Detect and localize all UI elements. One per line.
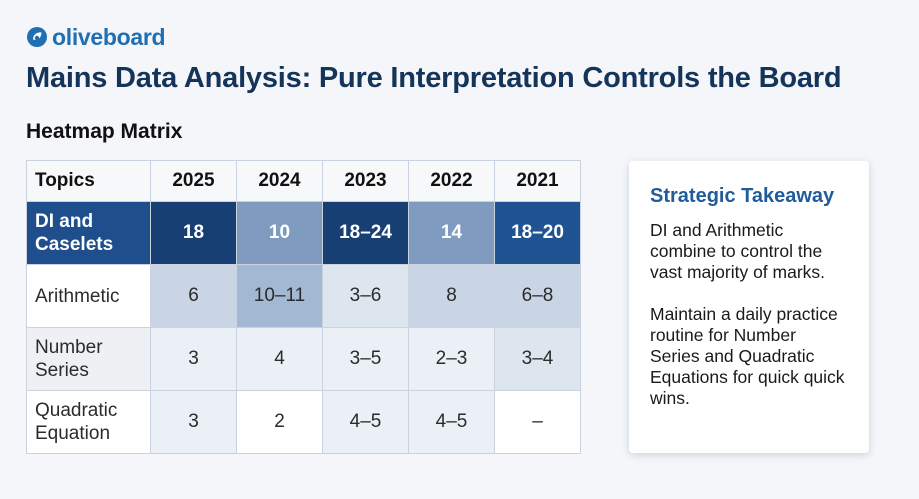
strategic-takeaway-card: Strategic Takeaway DI and Arithmetic com… — [629, 161, 869, 453]
column-header-2023: 2023 — [322, 160, 409, 202]
topic-cell: DI and Caselets — [26, 201, 151, 265]
takeaway-paragraph: Maintain a daily practice routine for Nu… — [650, 304, 845, 408]
value-cell: 10 — [236, 201, 323, 265]
value-cell: 18 — [150, 201, 237, 265]
table-row: Number Series 3 4 3–5 2–3 3–4 — [26, 327, 581, 391]
brand-logo: oliveboard — [26, 22, 166, 52]
value-cell: 18–24 — [322, 201, 409, 265]
table-row: Quadratic Equation 3 2 4–5 4–5 – — [26, 390, 581, 454]
value-cell: 6–8 — [494, 264, 581, 328]
topic-cell: Number Series — [26, 327, 151, 391]
topic-cell: Quadratic Equation — [26, 390, 151, 454]
column-header-2024: 2024 — [236, 160, 323, 202]
oliveboard-logo-icon — [27, 27, 47, 47]
topic-cell: Arithmetic — [26, 264, 151, 328]
takeaway-title: Strategic Takeaway — [650, 185, 835, 207]
table-row: DI and Caselets 18 10 18–24 14 18–20 — [26, 201, 581, 265]
value-cell: 4–5 — [322, 390, 409, 454]
value-cell: 3 — [150, 390, 237, 454]
column-header-2021: 2021 — [494, 160, 581, 202]
logo-text: oliveboard — [52, 23, 166, 50]
column-header-topics: Topics — [26, 160, 151, 202]
value-cell: 8 — [408, 264, 495, 328]
heatmap-table: Topics 2025 2024 2023 2022 2021 DI and C… — [26, 160, 581, 454]
value-cell: 4 — [236, 327, 323, 391]
value-cell: 3–5 — [322, 327, 409, 391]
column-header-2022: 2022 — [408, 160, 495, 202]
value-cell: 3–4 — [494, 327, 581, 391]
value-cell: 2–3 — [408, 327, 495, 391]
section-title: Heatmap Matrix — [26, 120, 183, 143]
takeaway-paragraph: DI and Arithmetic combine to control the… — [650, 220, 826, 282]
value-cell: – — [494, 390, 581, 454]
column-header-2025: 2025 — [150, 160, 237, 202]
value-cell: 14 — [408, 201, 495, 265]
table-row: Arithmetic 6 10–11 3–6 8 6–8 — [26, 264, 581, 328]
value-cell: 10–11 — [236, 264, 323, 328]
value-cell: 3 — [150, 327, 237, 391]
value-cell: 6 — [150, 264, 237, 328]
value-cell: 4–5 — [408, 390, 495, 454]
value-cell: 3–6 — [322, 264, 409, 328]
value-cell: 2 — [236, 390, 323, 454]
table-header-row: Topics 2025 2024 2023 2022 2021 — [26, 160, 581, 202]
value-cell: 18–20 — [494, 201, 581, 265]
page-title: Mains Data Analysis: Pure Interpretation… — [26, 62, 842, 94]
